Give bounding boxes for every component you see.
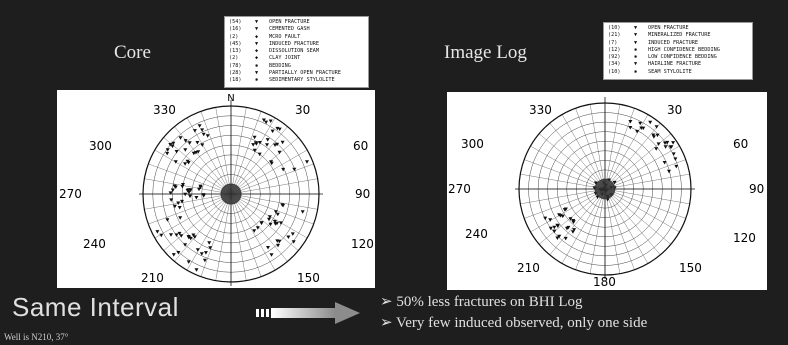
image_log-legend-item: (34) ▼ HAIRLINE FRACTURE [608, 61, 748, 68]
legend-symbol-icon: ✱ [634, 68, 638, 75]
log-label-120: 120 [733, 231, 756, 245]
legend-symbol-icon: ▼ [255, 40, 259, 47]
image_log-legend-item: (12) ✱ HIGH CONFIDENCE BEDDING [608, 47, 748, 54]
legend-count: (54) [229, 19, 242, 25]
legend-symbol-icon: ▼ [255, 26, 259, 33]
legend-symbol-icon: ✱ [255, 77, 259, 84]
legend-count: (45) [229, 40, 242, 47]
legend-label: BEDDING [269, 62, 291, 69]
legend-count: (7) [608, 39, 618, 46]
log-label-240: 240 [465, 227, 488, 241]
image_log-legend-item: (21) ▼ MINERALIZED FRACTURE [608, 32, 748, 39]
core-legend-item: (54) ▼ OPEN FRACTURE [229, 19, 364, 26]
legend-count: (21) [608, 32, 621, 39]
core-legend-item: (78) ✱ BEDDING [229, 63, 364, 70]
core-legend: (54) ▼ OPEN FRACTURE (16) ▼ CEMENTED GASH (2) ◆… [224, 16, 369, 88]
log-label-60: 60 [733, 137, 748, 151]
legend-count: (34) [608, 61, 621, 68]
image-log-legend: (10) ▼ OPEN FRACTURE (21) ▼ MINERALIZED FRACT… [603, 22, 753, 80]
legend-symbol-icon: ◆ [255, 55, 259, 62]
legend-count: (18) [229, 77, 242, 84]
core-legend-item: (16) ▼ CEMENTED GASH [229, 26, 364, 33]
legend-count: (16) [229, 26, 242, 33]
image-log-stereonet: 330 30 300 60 270 90 240 120 210 180 150 [447, 92, 767, 290]
core-label-270: 270 [59, 187, 82, 201]
core-label-210: 210 [141, 271, 164, 285]
legend-label: CLAY JOINT [269, 55, 301, 62]
legend-count: (78) [229, 62, 242, 69]
bullet-1: ➢ 50% less fractures on BHI Log [380, 294, 583, 310]
legend-label: MINERALIZED FRACTURE [648, 32, 711, 39]
same-interval-heading: Same Interval [12, 292, 179, 322]
image_log-legend-item: (92) ✱ LOW CONFIDENCE BEDDING [608, 54, 748, 61]
core-legend-item: (28) ▼ PARTIALLY OPEN FRACTURE [229, 70, 364, 77]
log-label-300: 300 [461, 137, 484, 151]
core-north-label: N [227, 93, 234, 104]
core-legend-item: (18) ✱ SEDIMENTARY STYLOLITE [229, 77, 364, 84]
log-label-150: 150 [679, 261, 702, 275]
arrow-right-icon [256, 302, 360, 324]
core-label-120: 120 [351, 237, 374, 251]
core-label-30: 30 [295, 103, 310, 117]
core-label-150: 150 [297, 271, 320, 285]
legend-symbol-icon: ▼ [634, 61, 638, 68]
legend-symbol-icon: ▼ [634, 39, 638, 46]
legend-label: INDUCED FRACTURE [648, 39, 698, 46]
core-legend-item: (13) ◆ DISSOLUTION SEAM [229, 48, 364, 55]
legend-count: (12) [608, 46, 621, 53]
log-label-90: 90 [749, 182, 764, 196]
legend-label: HIGH CONFIDENCE BEDDING [648, 46, 720, 53]
core-label-330: 330 [153, 103, 176, 117]
legend-count: (13) [229, 48, 242, 55]
log-label-210: 210 [517, 261, 540, 275]
legend-symbol-icon: ✱ [634, 54, 638, 61]
legend-count: (10) [608, 68, 621, 75]
image_log-legend-item: (7) ▼ INDUCED FRACTURE [608, 40, 748, 47]
core-title: Core [114, 42, 151, 63]
legend-symbol-icon: ▼ [255, 19, 259, 25]
legend-label: HAIRLINE FRACTURE [648, 61, 702, 68]
core-label-240: 240 [83, 237, 106, 251]
core-label-300: 300 [89, 139, 112, 153]
log-label-270: 270 [448, 182, 471, 196]
core-legend-item: (2) ◆ MCRO FAULT [229, 34, 364, 41]
legend-count: (10) [608, 25, 621, 31]
legend-symbol-icon: ▼ [255, 70, 259, 77]
legend-symbol-icon: ▼ [634, 25, 638, 31]
legend-label: MCRO FAULT [269, 33, 301, 40]
legend-count: (2) [229, 55, 239, 62]
core-label-60: 60 [353, 139, 368, 153]
log-label-180: 180 [593, 275, 616, 289]
legend-label: OPEN FRACTURE [269, 19, 310, 25]
legend-count: (2) [229, 33, 239, 40]
legend-label: LOW CONFIDENCE BEDDING [648, 54, 717, 61]
legend-label: INDUCED FRACTURE [269, 40, 319, 47]
image_log-legend-item: (10) ▼ OPEN FRACTURE [608, 25, 748, 32]
legend-symbol-icon: ▼ [634, 32, 638, 39]
legend-label: OPEN FRACTURE [648, 25, 689, 31]
legend-label: SEAM STYLOLITE [648, 68, 692, 75]
core-legend-item: (45) ▼ INDUCED FRACTURE [229, 41, 364, 48]
legend-symbol-icon: ◆ [255, 48, 259, 55]
legend-symbol-icon: ✱ [255, 62, 259, 69]
log-label-30: 30 [667, 103, 682, 117]
bullet-2: ➢ Very few induced observed, only one si… [380, 315, 648, 331]
core-legend-item: (2) ◆ CLAY JOINT [229, 55, 364, 62]
core-label-90: 90 [355, 187, 370, 201]
legend-count: (28) [229, 70, 242, 77]
legend-label: PARTIALLY OPEN FRACTURE [269, 70, 341, 77]
image_log-legend-item: (10) ✱ SEAM STYLOLITE [608, 69, 748, 76]
image-log-title: Image Log [444, 42, 527, 63]
legend-label: SEDIMENTARY STYLOLITE [269, 77, 335, 84]
log-label-330: 330 [529, 103, 552, 117]
legend-symbol-icon: ✱ [634, 46, 638, 53]
legend-label: DISSOLUTION SEAM [269, 48, 319, 55]
legend-count: (92) [608, 54, 621, 61]
legend-symbol-icon: ◆ [255, 33, 259, 40]
well-footnote: Well is N210, 37° [4, 332, 69, 342]
core-stereonet: N 330 30 300 60 270 90 240 120 210 150 [57, 90, 375, 288]
legend-label: CEMENTED GASH [269, 26, 310, 33]
